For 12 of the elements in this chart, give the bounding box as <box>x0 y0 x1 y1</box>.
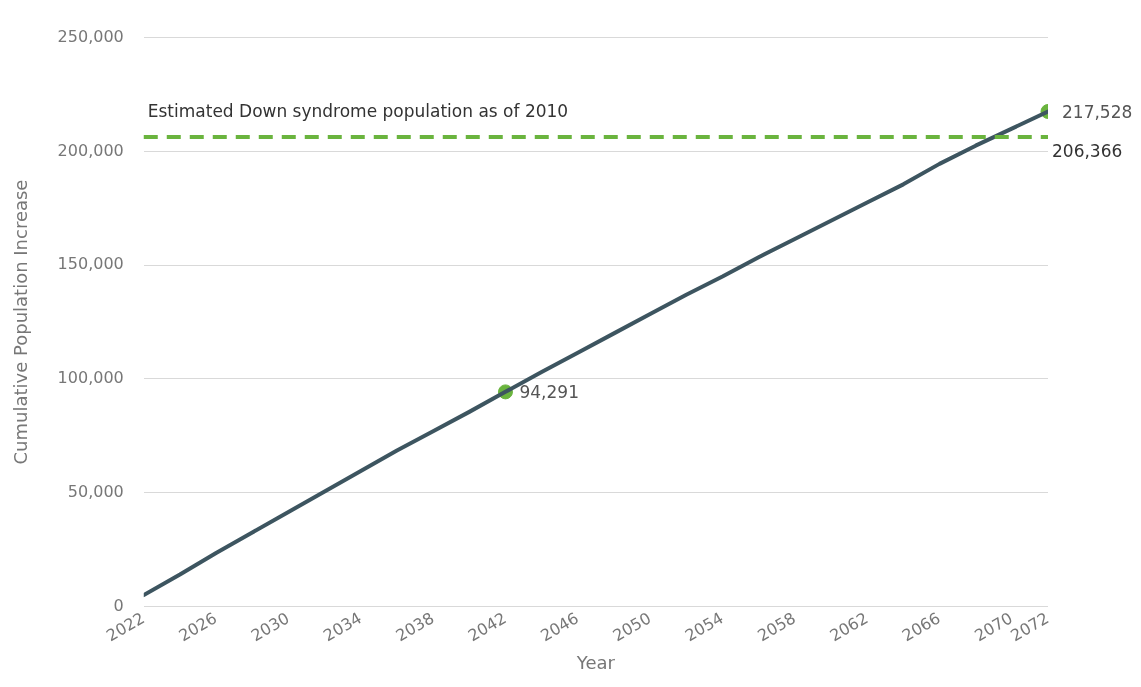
y-tick-label: 250,000 <box>57 26 124 46</box>
y-tick-label: 100,000 <box>57 368 124 388</box>
y-axis-title: Cumulative Population Increase <box>10 179 32 465</box>
y-tick-label: 0 <box>113 595 124 615</box>
data-label: 217,528 <box>1062 101 1133 122</box>
x-axis-title: Year <box>575 651 616 673</box>
annotation: 206,366 <box>1052 141 1123 162</box>
y-tick-label: 200,000 <box>57 140 124 160</box>
y-tick-label: 150,000 <box>57 254 124 274</box>
ref-line-label: Estimated Down syndrome population as of 2010 <box>147 100 569 121</box>
y-tick-label: 50,000 <box>67 481 124 501</box>
data-label: 94,291 <box>519 382 579 403</box>
